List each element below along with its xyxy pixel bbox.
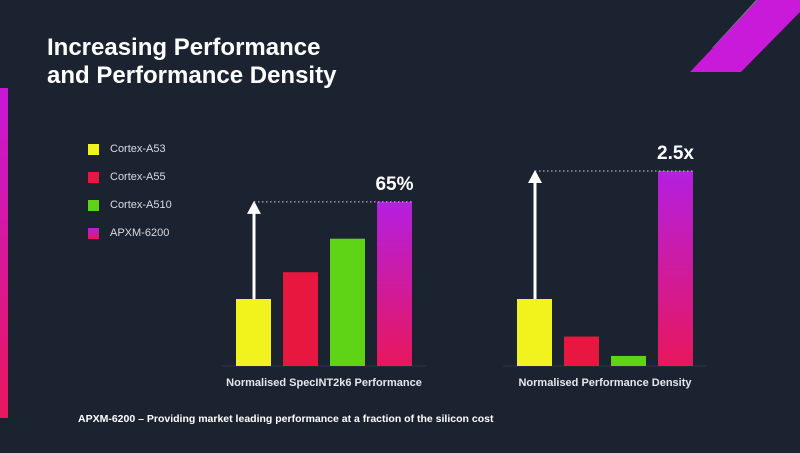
legend-swatch [88, 227, 99, 239]
legend-item-cortex-a53: Cortex-A53 [88, 135, 172, 163]
annotation-perf-density: 2.5x [657, 143, 694, 164]
title-line-1: Increasing Performance [47, 34, 321, 61]
xlabel-spec-int: Normalised SpecINT2k6 Performance [226, 377, 422, 389]
legend-swatch [88, 199, 99, 211]
legend-swatch [88, 171, 99, 183]
slide-title: Increasing Performance and Performance D… [47, 34, 447, 90]
legend-label: Cortex-A55 [110, 171, 166, 183]
chart-legend: Cortex-A53 Cortex-A55 Cortex-A510 APXM-6… [88, 135, 172, 247]
annotation-spec-int: 65% [375, 174, 413, 195]
legend-label: APXM-6200 [110, 227, 170, 239]
legend-label: Cortex-A53 [110, 143, 166, 155]
legend-item-apxm-6200: APXM-6200 [88, 219, 172, 247]
bar-spec-int-1 [283, 272, 318, 366]
bar-perf-density-1 [564, 336, 599, 366]
bar-perf-density-2 [611, 355, 646, 366]
footer-caption: APXM-6200 – Providing market leading per… [78, 413, 494, 425]
bar-perf-density-3 [658, 171, 693, 366]
corner-stripes-decoration [690, 0, 800, 72]
bar-spec-int-3 [377, 201, 412, 366]
arrow-head-spec-int [247, 200, 261, 214]
title-line-2: and Performance Density [47, 62, 337, 89]
bar-spec-int-2 [330, 238, 365, 366]
legend-item-cortex-a55: Cortex-A55 [88, 163, 172, 191]
legend-swatch [88, 143, 99, 155]
bar-perf-density-0 [517, 299, 552, 366]
legend-item-cortex-a510: Cortex-A510 [88, 191, 172, 219]
left-accent-bar [0, 88, 8, 418]
arrow-head-perf-density [528, 170, 542, 184]
bar-spec-int-0 [236, 299, 271, 366]
xlabel-perf-density: Normalised Performance Density [518, 377, 692, 389]
legend-label: Cortex-A510 [110, 199, 172, 211]
